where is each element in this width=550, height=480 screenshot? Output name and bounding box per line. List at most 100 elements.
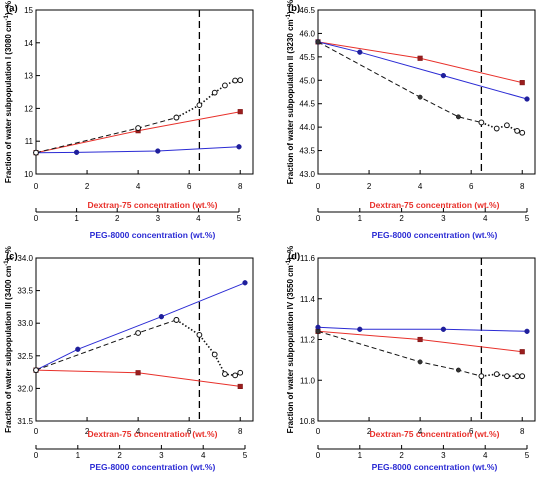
- series-line-1: [317, 326, 528, 332]
- y-tick-label: 11: [25, 137, 34, 146]
- data-point: [33, 367, 39, 374]
- y-tick-label: 11.6: [300, 254, 316, 263]
- data-point: [237, 77, 244, 84]
- data-point: [524, 328, 530, 335]
- chart-panel-d: 10.8 11.0 11.2 11.4 11.6 0 2 4 6 8 Dextran-75 conc…: [286, 246, 536, 472]
- peg-tick-label: 2: [399, 214, 404, 223]
- y-axis-label-main: Fraction of water subpopulation IV (3550…: [286, 265, 295, 433]
- peg-tick-label: 0: [316, 451, 321, 460]
- y-axis-label: Fraction of water subpopulation III (340…: [4, 246, 13, 433]
- plot-frame: [317, 257, 536, 422]
- data-point: [455, 114, 461, 120]
- dextran-tick-label: 0: [316, 427, 321, 436]
- y-axis-label-tail: ), %: [286, 246, 295, 260]
- data-point: [73, 149, 80, 156]
- y-tick-label: 43.0: [299, 170, 315, 179]
- peg-tick-label: 5: [243, 451, 248, 460]
- panel-label: (a): [6, 3, 18, 14]
- dextran-tick-label: 6: [187, 182, 192, 191]
- dextran-tick-label: 6: [469, 427, 474, 436]
- y-tick-label: 12: [24, 104, 33, 113]
- peg-axis-label: PEG-8000 concentration (wt.%): [90, 230, 216, 240]
- peg-tick-label: 3: [441, 214, 446, 223]
- data-point: [237, 383, 243, 389]
- plot-frame: [317, 9, 536, 175]
- y-tick-label: 11.4: [300, 295, 316, 304]
- series-line-1: [35, 146, 240, 154]
- y-tick-label: 14: [24, 39, 33, 48]
- peg-tick-label: 5: [525, 451, 530, 460]
- peg-axis-label: PEG-8000 concentration (wt.%): [372, 230, 498, 240]
- data-point: [478, 119, 485, 126]
- data-point: [237, 369, 244, 376]
- peg-axis-label: PEG-8000 concentration (wt.%): [372, 462, 498, 472]
- y-axis-label-superscript: -1: [286, 259, 292, 265]
- data-point: [417, 336, 423, 343]
- data-point: [514, 373, 521, 380]
- peg-tick-label: 1: [358, 214, 363, 223]
- data-point: [417, 94, 423, 100]
- series-line-3: [176, 79, 241, 119]
- series-line-0: [317, 41, 523, 84]
- data-point: [211, 351, 218, 358]
- data-point: [524, 96, 530, 102]
- y-tick-label: 11.2: [300, 336, 316, 345]
- peg-tick-label: 3: [156, 214, 161, 223]
- dextran-tick-label: 4: [136, 427, 141, 436]
- peg-tick-label: 1: [76, 451, 81, 460]
- data-point: [75, 346, 81, 352]
- dextran-tick-label: 6: [469, 182, 474, 191]
- y-tick-label: 45.0: [299, 76, 315, 85]
- data-point: [33, 149, 39, 156]
- data-point: [237, 109, 243, 115]
- dextran-tick-label: 2: [85, 427, 90, 436]
- data-point: [315, 328, 321, 334]
- plot-frame: [35, 9, 254, 175]
- series-line-3: [175, 319, 241, 377]
- dextran-tick-label: 8: [520, 427, 525, 436]
- data-point: [504, 373, 510, 380]
- peg-tick-label: 4: [196, 214, 201, 223]
- data-point: [158, 314, 165, 320]
- peg-tick-label: 5: [525, 214, 530, 223]
- y-tick-label: 32.0: [17, 384, 33, 393]
- data-point: [514, 127, 521, 134]
- y-tick-label: 15: [24, 6, 33, 15]
- y-tick-label: 44.0: [299, 123, 315, 132]
- peg-tick-label: 2: [117, 451, 122, 460]
- y-tick-label: 11.0: [300, 376, 316, 385]
- y-axis-label-main: Fraction of water subpopulation III (340…: [4, 266, 13, 433]
- y-axis-label: Fraction of water subpopulation I (3080 …: [4, 1, 13, 183]
- y-axis-label: Fraction of water subpopulation II (3230…: [286, 0, 295, 184]
- y-tick-label: 45.5: [299, 53, 315, 62]
- dextran-tick-label: 4: [136, 182, 141, 191]
- peg-tick-label: 3: [159, 451, 164, 460]
- peg-tick-label: 4: [201, 451, 206, 460]
- peg-tick-label: 2: [115, 214, 120, 223]
- data-point: [155, 148, 161, 154]
- plot-frame: [35, 257, 254, 422]
- peg-tick-label: 0: [34, 451, 39, 460]
- data-point: [232, 77, 239, 84]
- data-point: [232, 372, 239, 379]
- dextran-axis-label: Dextran-75 concentration (wt.%): [88, 429, 218, 439]
- chart-panel-b: 43.0 43.5 44.0 44.5 45.0 45.5 46.0 46.5 0 2 4 6 8 Dex…: [286, 0, 536, 240]
- dextran-tick-label: 0: [316, 182, 321, 191]
- data-point: [135, 125, 142, 131]
- data-point: [222, 371, 228, 377]
- data-point: [440, 326, 447, 332]
- dextran-tick-label: 4: [418, 182, 423, 191]
- data-point: [417, 55, 423, 61]
- y-tick-label: 46.5: [299, 6, 315, 15]
- data-point: [173, 114, 180, 121]
- dextran-tick-label: 2: [367, 427, 372, 436]
- data-point: [211, 89, 218, 96]
- data-point: [519, 373, 526, 380]
- y-tick-label: 46.0: [299, 29, 315, 38]
- peg-axis-label: PEG-8000 concentration (wt.%): [90, 462, 216, 472]
- panel-label: (d): [288, 251, 300, 262]
- y-axis-label-superscript: -1: [4, 14, 10, 20]
- data-point: [440, 72, 447, 79]
